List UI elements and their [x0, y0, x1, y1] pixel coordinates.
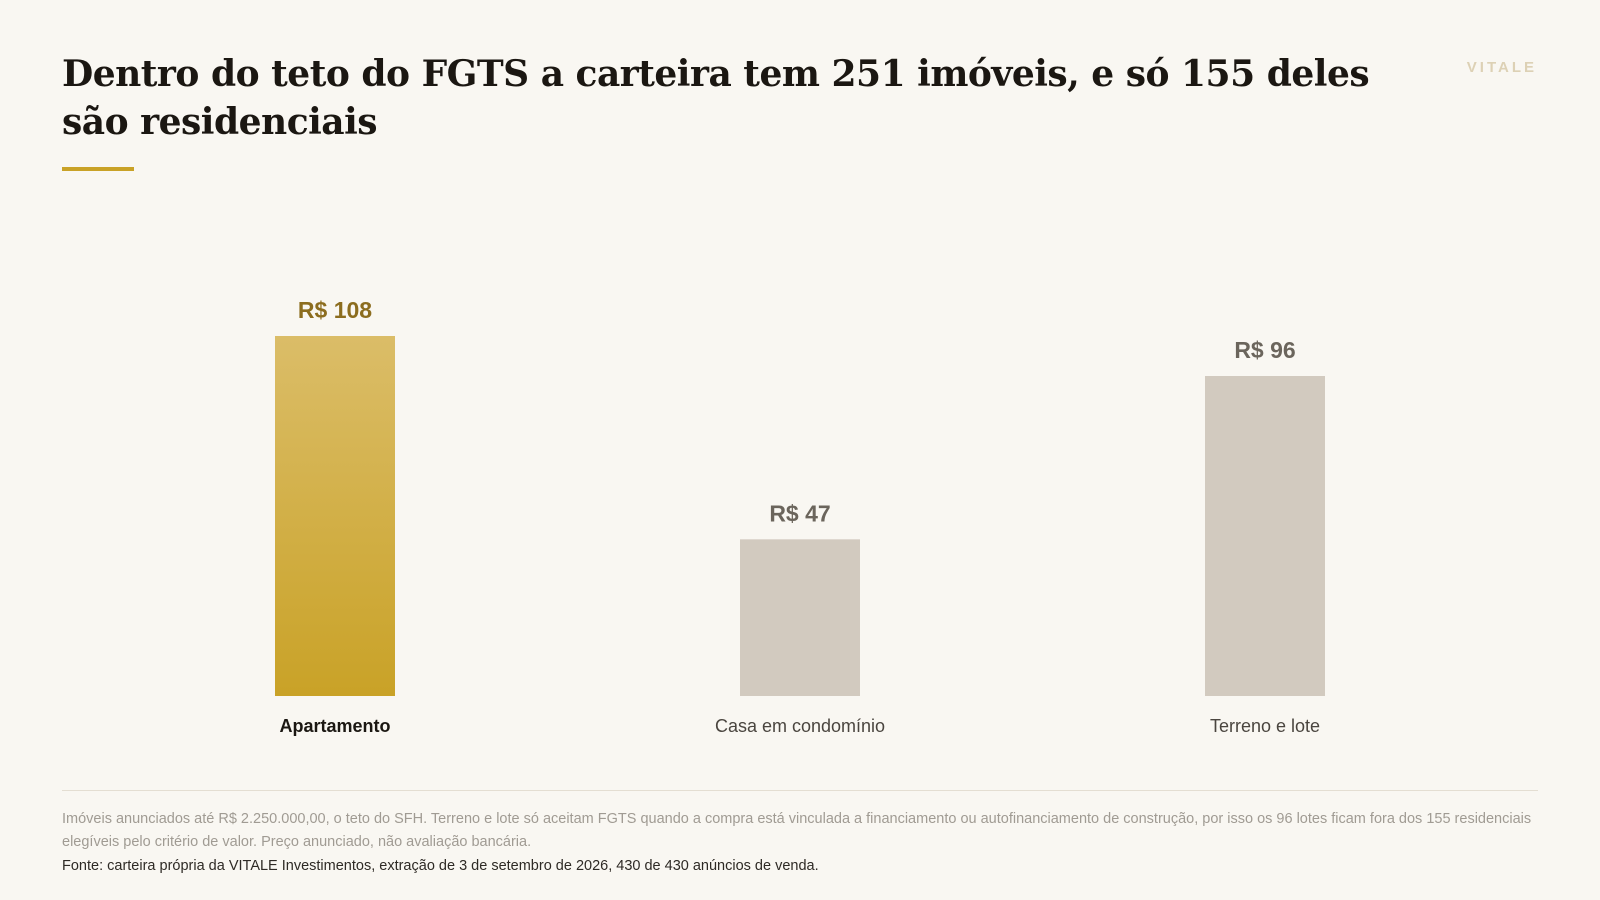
bars: R$ 108 Apartamento R$ 47 Casa em condomínio… — [275, 297, 1325, 736]
bar-terreno-e-lote — [1205, 376, 1325, 696]
value-label-terreno-e-lote: R$ 96 — [1234, 337, 1295, 363]
category-label-terreno-e-lote: Terreno e lote — [1210, 716, 1320, 736]
bar-casa-em-condominio — [740, 539, 860, 696]
footer-divider — [62, 790, 1538, 791]
brand-logo: VITALE — [1466, 59, 1537, 76]
title-accent-rule — [62, 167, 134, 171]
footnote: Imóveis anunciados até R$ 2.250.000,00, … — [62, 811, 1532, 850]
category-label-apartamento: Apartamento — [279, 716, 390, 736]
chart-title: Dentro do teto do FGTS a carteira tem 25… — [62, 53, 1370, 143]
category-label-casa-em-condominio: Casa em condomínio — [715, 716, 885, 736]
value-label-casa-em-condominio: R$ 47 — [769, 500, 830, 526]
value-label-apartamento: R$ 108 — [298, 297, 372, 323]
bar-apartamento — [275, 336, 395, 696]
bar-chart: R$ 108 Apartamento R$ 47 Casa em condomínio… — [275, 297, 1325, 736]
source-line: Fonte: carteira própria da VITALE Invest… — [62, 858, 819, 874]
